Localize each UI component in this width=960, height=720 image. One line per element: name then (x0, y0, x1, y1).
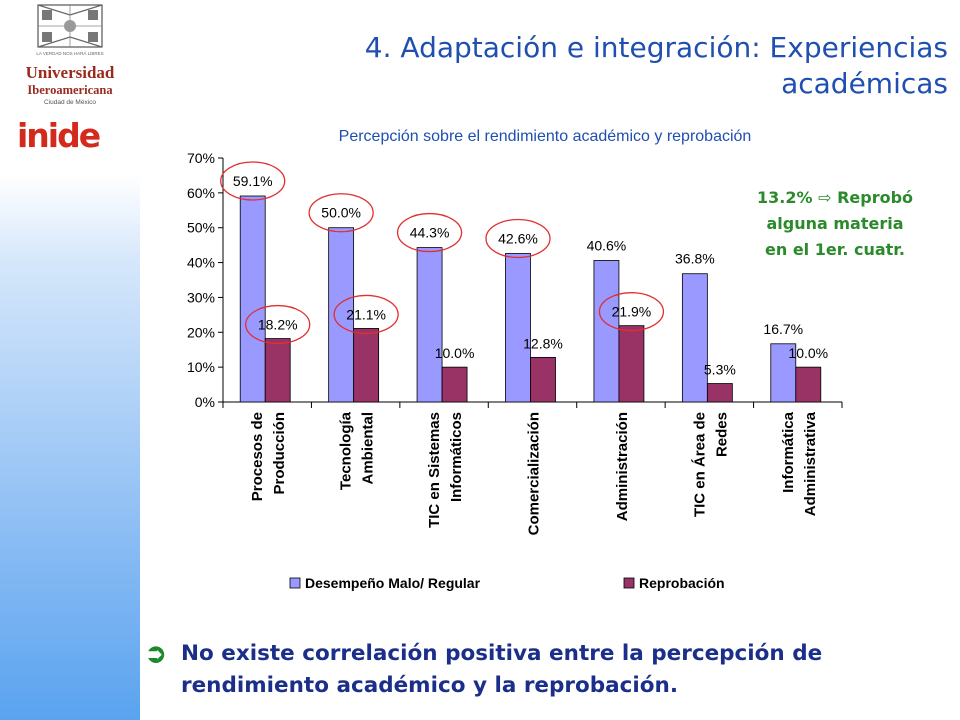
data-label-desempeno: 42.6% (498, 231, 538, 247)
data-label-desempeno: 40.6% (587, 237, 627, 253)
university-name-line2: Iberoamericana (27, 83, 113, 97)
slide-title: 4. Adaptación e integración: Experiencia… (248, 30, 948, 102)
highlight-circle (308, 193, 374, 233)
data-labels: 59.1% 18.2% 50.0% 21.1% 44.3% 10.0% 42.6% 12.8%… (233, 173, 828, 378)
note-line2: alguna materia (766, 214, 904, 233)
y-tick-label: 40% (187, 255, 215, 271)
x-category-label: Administración (614, 412, 631, 521)
data-label-desempeno: 50.0% (321, 205, 361, 221)
x-category-label: Tecnología (338, 411, 355, 490)
highlight-circle (245, 304, 311, 345)
bar-reprobacion (530, 356, 556, 403)
bar-desempeno (328, 227, 355, 403)
data-label-reprobacion: 21.9% (612, 304, 652, 320)
note-line1-rest: Reprobó (837, 188, 914, 207)
bar-desempeno (593, 260, 620, 403)
bar-reprobacion (618, 325, 645, 403)
highlight-circle (396, 212, 463, 253)
bar-reprobacion (706, 383, 733, 403)
bar-chart: 0% 10% 20% 30% 40% 50% 60% 70% Procesos de Produ… (187, 150, 843, 591)
data-label-desempeno: 16.7% (763, 321, 803, 337)
highlight-circle (485, 218, 551, 259)
note-line1: 13.2% ⇨ Reprobó (720, 185, 950, 211)
data-label-desempeno: 44.3% (410, 225, 450, 241)
y-tick-label: 70% (187, 150, 215, 166)
x-category-label: Comercialización (526, 412, 543, 535)
bar-desempeno (416, 247, 443, 403)
data-label-desempeno: 59.1% (233, 173, 273, 189)
x-axis: Procesos de Producción Tecnología Ambiental… (222, 401, 843, 535)
bar-desempeno (239, 195, 266, 403)
legend-label-reprobacion: Reprobación (639, 575, 725, 591)
bar-desempeno (770, 343, 797, 403)
bar-reprobacion (264, 338, 291, 403)
x-category-label: Informática (780, 411, 797, 493)
bar-reprobacion (441, 366, 468, 403)
x-category-label: Procesos de (249, 412, 266, 501)
legend: Desempeño Malo/ Regular Reprobación (289, 575, 725, 591)
highlight-circles (220, 161, 665, 345)
crest-icon (37, 4, 103, 48)
data-label-reprobacion: 21.1% (346, 306, 386, 322)
y-tick-label: 50% (187, 220, 215, 236)
y-tick-label: 0% (195, 394, 215, 410)
x-category-label: Informáticos (448, 412, 465, 502)
slide-title-line2: académicas (781, 67, 948, 100)
x-category-label: Redes (713, 412, 730, 457)
note-line3: en el 1er. cuatr. (765, 240, 905, 259)
slide-title-line1: 4. Adaptación e integración: Experiencia… (364, 31, 948, 64)
data-label-reprobacion: 10.0% (435, 345, 475, 361)
legend-swatch-desempeno (289, 577, 301, 589)
x-category-label: TIC en Área de (691, 412, 708, 517)
data-label-reprobacion: 5.3% (704, 362, 736, 378)
x-category-label: TIC en Sistemas (426, 412, 443, 528)
highlight-circle (333, 294, 399, 335)
data-label-reprobacion: 18.2% (258, 317, 298, 333)
bars (239, 195, 822, 403)
y-tick-label: 10% (187, 359, 215, 375)
reprobation-note: 13.2% ⇨ Reprobó alguna materia en el 1er… (720, 185, 950, 263)
bar-reprobacion (353, 328, 380, 403)
conclusion-text: No existe correlación positiva entre la … (181, 641, 823, 698)
y-tick-label: 60% (187, 185, 215, 201)
bar-desempeno (681, 273, 708, 403)
bar-desempeno (505, 253, 531, 403)
bar-reprobacion (795, 366, 822, 403)
y-axis: 0% 10% 20% 30% 40% 50% 60% 70% (187, 150, 224, 410)
sidebar-gradient: LA VERDAD NOS HARÁ LIBRES Universidad Ib… (0, 0, 140, 720)
x-category-label: Ambiental (360, 412, 377, 485)
y-tick-label: 30% (187, 289, 215, 305)
data-label-reprobacion: 10.0% (788, 345, 828, 361)
university-logo: LA VERDAD NOS HARÁ LIBRES Universidad Ib… (17, 4, 115, 155)
note-value: 13.2% (756, 188, 813, 207)
arrow-right-icon: ⇨ (818, 188, 832, 207)
data-label-desempeno: 36.8% (675, 251, 715, 267)
crest-motto: LA VERDAD NOS HARÁ LIBRES (36, 50, 103, 56)
x-category-label: Administrativa (802, 411, 819, 516)
y-tick-label: 20% (187, 324, 215, 340)
highlight-circle (598, 292, 665, 332)
university-city: Ciudad de México (44, 99, 96, 106)
chart-title: Percepción sobre el rendimiento académic… (338, 128, 752, 145)
legend-label-desempeno: Desempeño Malo/ Regular (305, 575, 481, 591)
university-name-line1: Universidad (26, 63, 115, 82)
arrow-bullet-icon: ➲ (145, 638, 167, 668)
x-category-label: Producción (271, 412, 288, 495)
highlight-circle (220, 161, 286, 201)
inide-logo: inide (17, 116, 100, 155)
legend-swatch-reprobacion (623, 577, 635, 589)
data-label-reprobacion: 12.8% (523, 335, 563, 351)
